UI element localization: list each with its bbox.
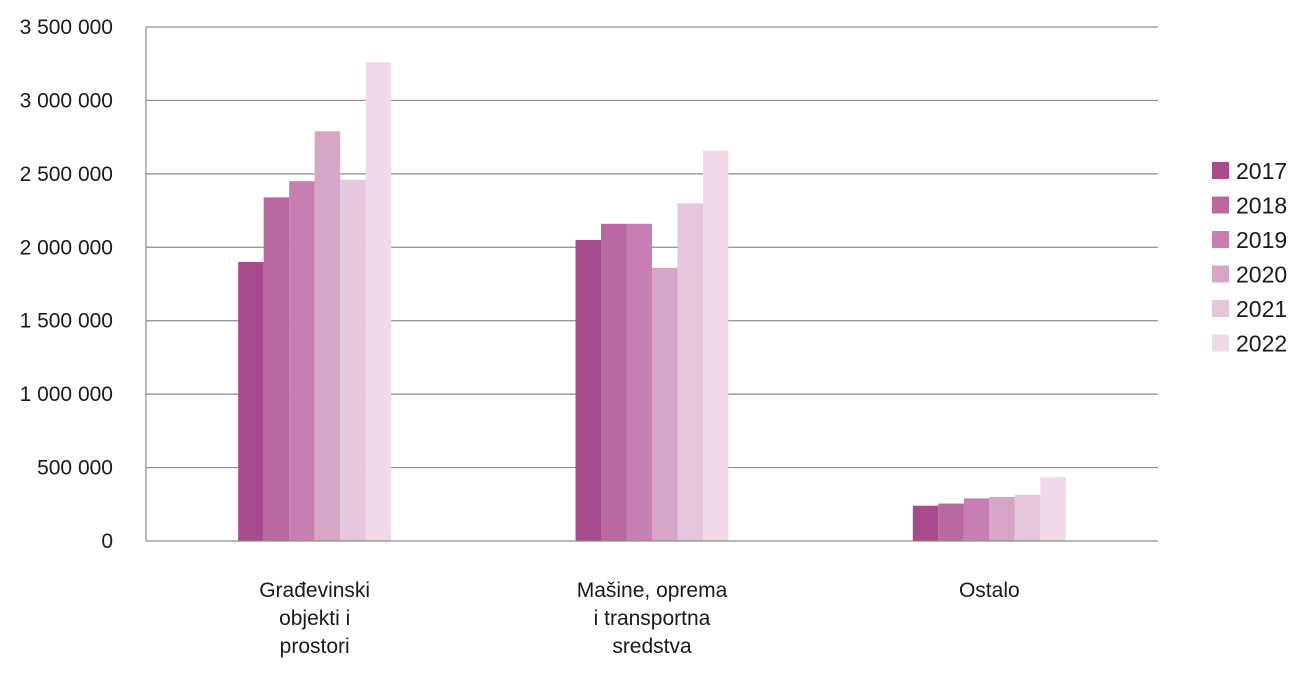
bar-2022 — [365, 62, 392, 541]
bar-2021 — [1014, 494, 1041, 541]
legend-swatch — [1212, 162, 1229, 179]
x-axis-labels: Građevinski objekti i prostori Mašine, opre… — [259, 579, 1019, 658]
bar-2017 — [575, 239, 601, 541]
bar-2022 — [703, 150, 729, 542]
legend-label: 2019 — [1236, 227, 1287, 253]
x-category-label: Ostalo — [959, 579, 1020, 602]
y-tick-label: 500 000 — [37, 457, 113, 480]
y-tick-label: 0 — [101, 530, 113, 553]
y-tick-label: 2 000 000 — [20, 236, 113, 259]
bar-2021 — [340, 179, 366, 541]
legend-swatch — [1212, 231, 1229, 248]
legend-swatch — [1212, 300, 1229, 317]
y-tick-label: 2 500 000 — [20, 163, 113, 186]
legend-swatch — [1212, 334, 1229, 352]
bar-2020 — [652, 267, 678, 541]
y-tick-label: 3 500 000 — [20, 16, 113, 39]
bar-2019 — [963, 498, 990, 541]
bar-2018 — [601, 223, 627, 541]
bar-2020 — [314, 131, 341, 542]
bar-2017 — [238, 261, 264, 541]
y-tick-label: 3 000 000 — [20, 89, 113, 112]
y-axis-ticks: 0 500 000 1 000 000 1 500 000 2 000 000 2 500… — [20, 16, 113, 553]
bar-2017 — [912, 505, 939, 541]
bars — [238, 62, 1066, 542]
legend: 2017 2018 2019 2020 2021 2022 — [1212, 158, 1287, 357]
bar-2019 — [626, 223, 652, 541]
y-tick-label: 1 500 000 — [20, 310, 113, 333]
axes — [145, 27, 1158, 542]
legend-label: 2021 — [1236, 296, 1287, 322]
bar-2019 — [289, 181, 315, 541]
x-category-label: Građevinski objekti i prostori — [259, 579, 370, 658]
bar-2020 — [989, 496, 1015, 541]
bar-2018 — [938, 503, 964, 541]
x-category-label: Mašine, oprema i transportna sredstva — [577, 579, 728, 658]
legend-label: 2018 — [1236, 193, 1287, 219]
legend-label: 2020 — [1236, 262, 1287, 288]
y-tick-label: 1 000 000 — [20, 383, 113, 406]
legend-swatch — [1212, 265, 1229, 283]
legend-swatch — [1212, 196, 1229, 214]
legend-label: 2017 — [1236, 158, 1287, 184]
legend-label: 2022 — [1236, 331, 1287, 357]
bar-2021 — [677, 203, 703, 541]
bar-2022 — [1040, 477, 1066, 541]
bar-2018 — [263, 197, 290, 541]
